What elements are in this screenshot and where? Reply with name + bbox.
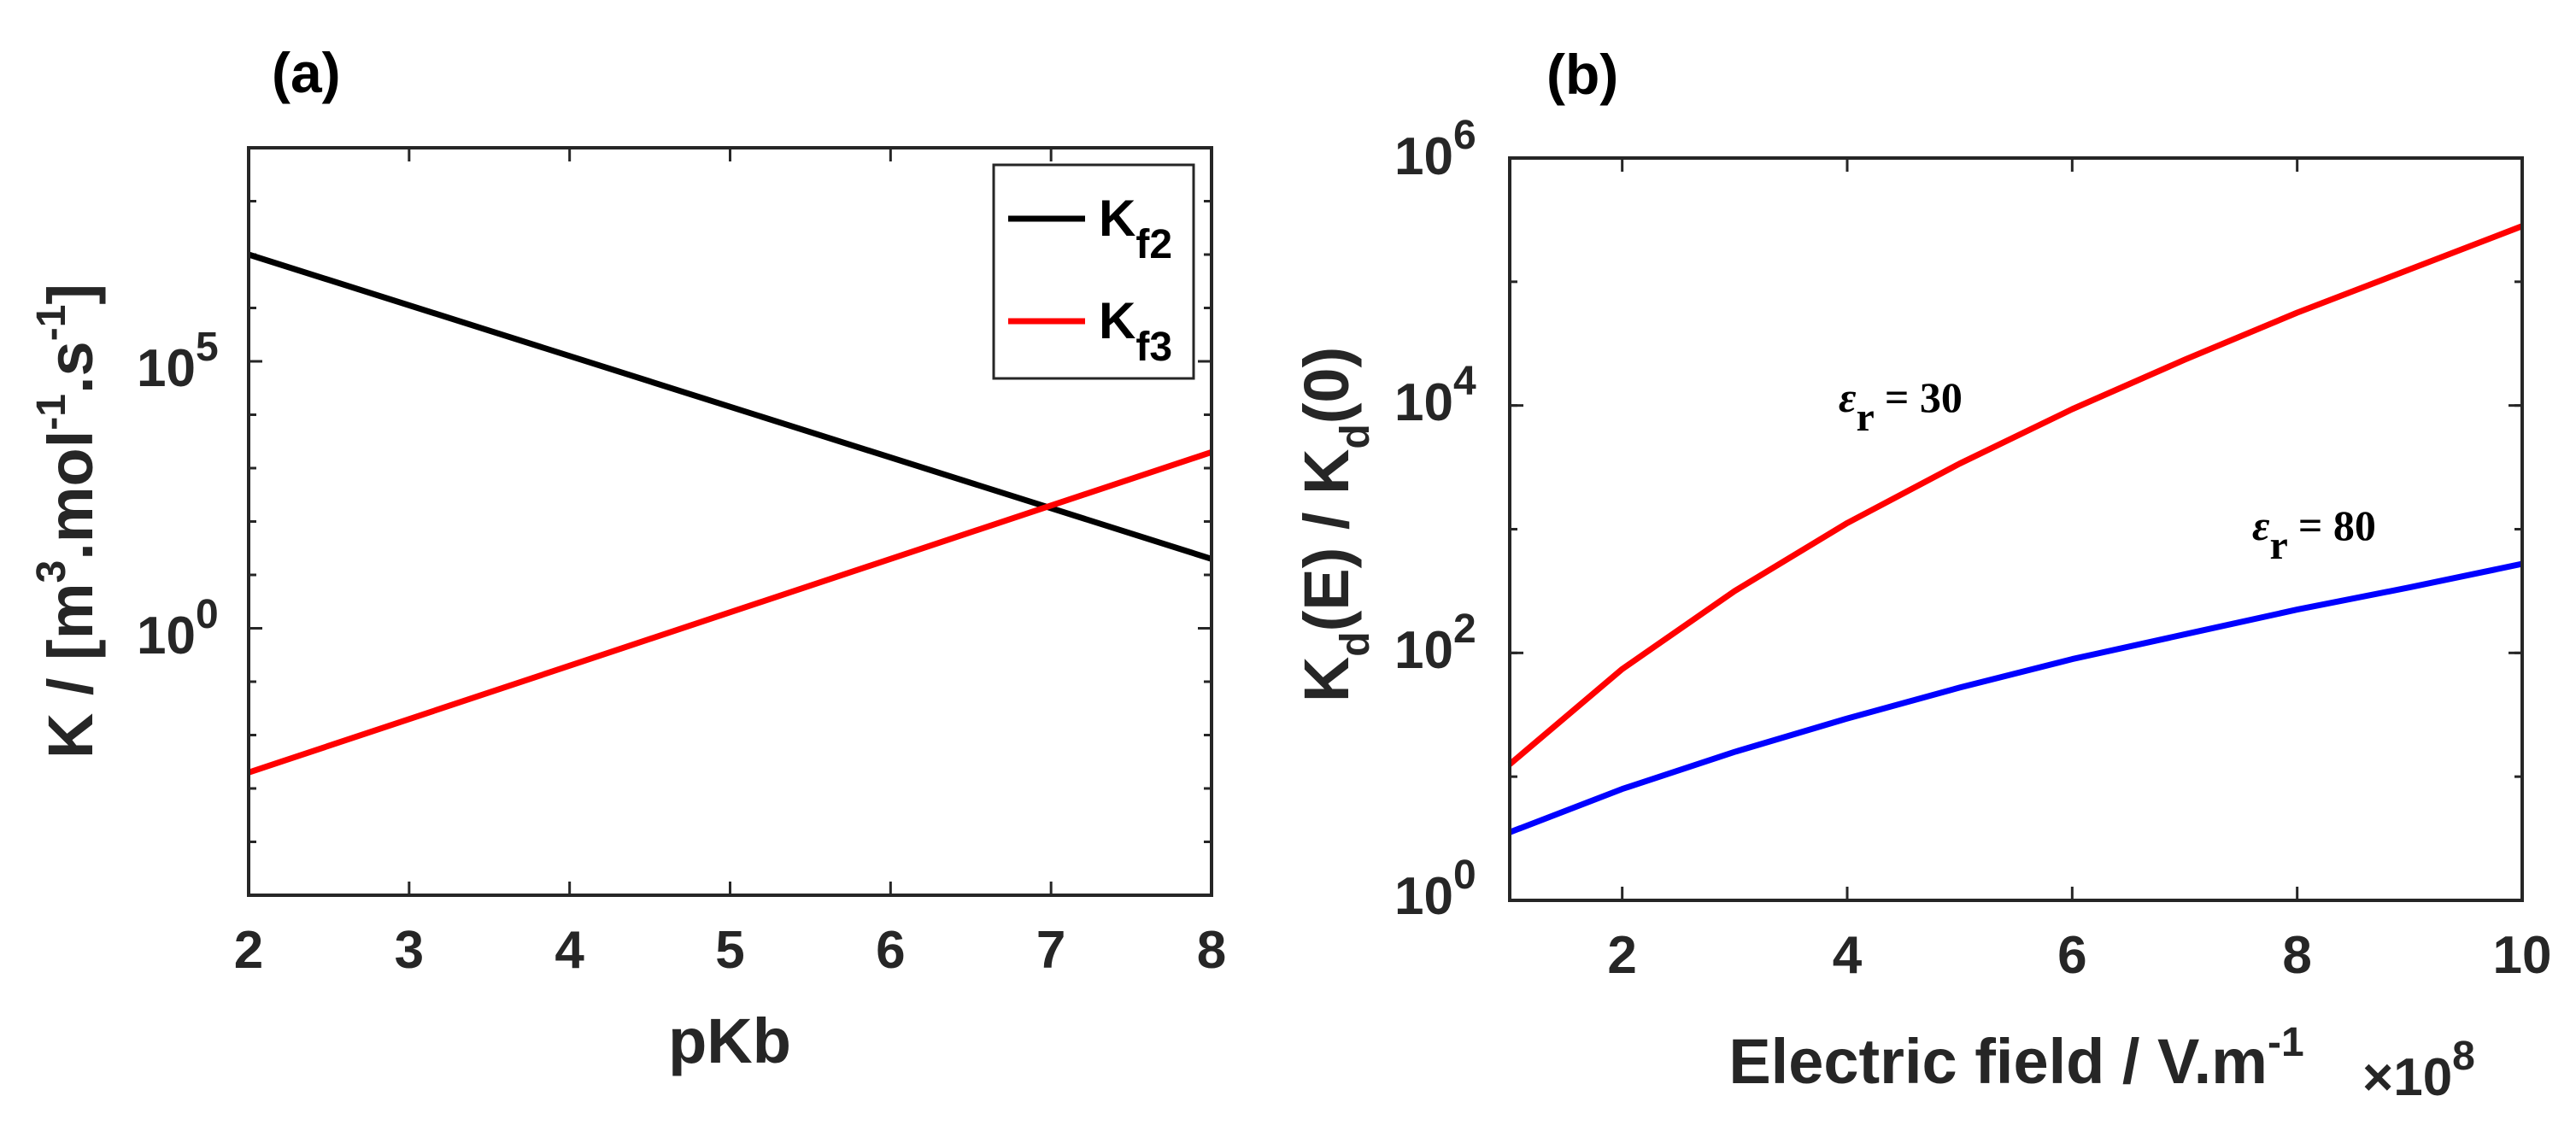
panel-a-y-axis-label: K / [m3.mol-1.s-1] [29,284,106,759]
panel-a-series [247,251,1213,776]
x-tick-label: 6 [876,921,905,980]
panel-b-series [1507,223,2524,835]
series-line-a-1 [247,448,1213,776]
x-tick-label: 2 [234,921,263,980]
x-tick-label: 8 [2282,926,2311,985]
x-tick-label: 8 [1197,921,1226,980]
x-tick-label: 4 [555,921,584,980]
y-tick-label-1e4: 104 [1394,359,1476,432]
annotation-eps-80: εr = 80 [2252,501,2376,568]
legend-label-kf2: Kf2 [1099,190,1172,267]
x-tick-label: 2 [1607,926,1636,985]
panel-a-axes-box [247,146,1213,897]
y-tick-label-1e2: 102 [1394,607,1476,680]
y-tick-label-1e0: 100 [1394,853,1476,926]
panel-b-y-axis-label: Kd(E) / Kd(0) [1291,347,1378,702]
annotation-eps-30: εr = 30 [1839,373,1963,440]
y-tick-label-1e5: 105 [137,325,219,398]
legend-label-kf3: Kf3 [1099,292,1172,370]
legend-box [992,163,1195,380]
panel-b-axes-box [1508,156,2524,902]
series-line-b-1 [1508,560,2523,835]
panel-b-label: (b) [1546,43,1618,106]
panel-a-legend: Kf2 Kf3 [992,163,1195,380]
x-tick-label: 4 [1833,926,1863,985]
panel-a-label: (a) [272,41,341,104]
y-tick-label-1e6: 106 [1394,113,1476,186]
panel-b-x-axis-label: Electric field / V.m-1 [1728,1020,2303,1097]
series-line-b-0 [1507,223,2524,767]
panel-b-x-multiplier: ×108 [2362,1034,2475,1107]
panel-b: (b) 2 4 6 8 10 100 102 104 106 Electric … [1291,43,2551,1107]
x-tick-label: 7 [1036,921,1065,980]
x-tick-label: 6 [2057,926,2086,985]
panel-b-x-tick-labels: 2 4 6 8 10 [1607,926,2551,985]
panel-a: (a) 2 3 4 5 6 7 8 100 105 pKb K / [m3.mo… [29,41,1226,1076]
x-tick-label: 3 [395,921,424,980]
panel-a-x-tick-labels: 2 3 4 5 6 7 8 [234,921,1226,980]
y-tick-label-1e0: 100 [137,592,219,665]
x-tick-label: 10 [2493,926,2552,985]
panel-a-x-axis-label: pKb [668,1005,791,1076]
x-tick-label: 5 [715,921,744,980]
